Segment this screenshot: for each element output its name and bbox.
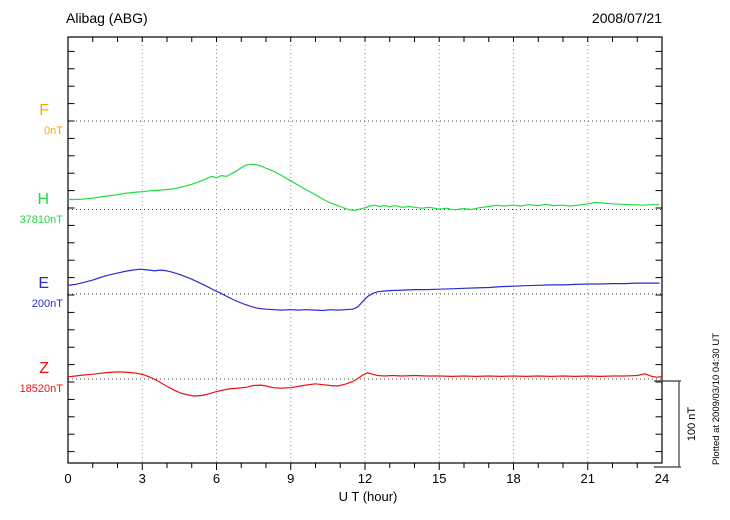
plot-date: 2008/07/21 xyxy=(591,10,662,26)
x-tick-label: 9 xyxy=(287,471,295,486)
x-tick-label: 15 xyxy=(432,471,447,486)
component-baseline-value-H: 37810nT xyxy=(19,213,63,226)
x-tick-label: 6 xyxy=(212,471,221,486)
component-letter-H: H xyxy=(37,190,49,208)
x-tick-label: 24 xyxy=(654,471,670,486)
x-axis-label: U T (hour) xyxy=(338,489,398,504)
x-tick-label: 3 xyxy=(138,471,146,486)
x-tick-label: 12 xyxy=(357,471,373,486)
h-trace xyxy=(68,163,660,212)
plot-timestamp-note: Plotted at 2009/03/10 04:30 UT xyxy=(711,332,722,466)
e-trace xyxy=(67,268,660,312)
scale-bar-label: 100 nT xyxy=(686,406,698,442)
component-letter-F: F xyxy=(39,102,49,119)
component-baseline-value-F: 0nT xyxy=(44,125,63,137)
component-baseline-value-E: 200nT xyxy=(31,298,63,310)
component-letter-Z: Z xyxy=(39,360,49,377)
plot-title: Alibag (ABG) xyxy=(66,10,148,26)
component-letter-E: E xyxy=(38,275,49,292)
x-tick-label: 18 xyxy=(506,471,521,486)
x-tick-label: 21 xyxy=(580,471,595,486)
component-baseline-value-Z: 18520nT xyxy=(19,383,63,395)
x-tick-label: 0 xyxy=(64,471,72,486)
z-trace xyxy=(67,371,663,397)
